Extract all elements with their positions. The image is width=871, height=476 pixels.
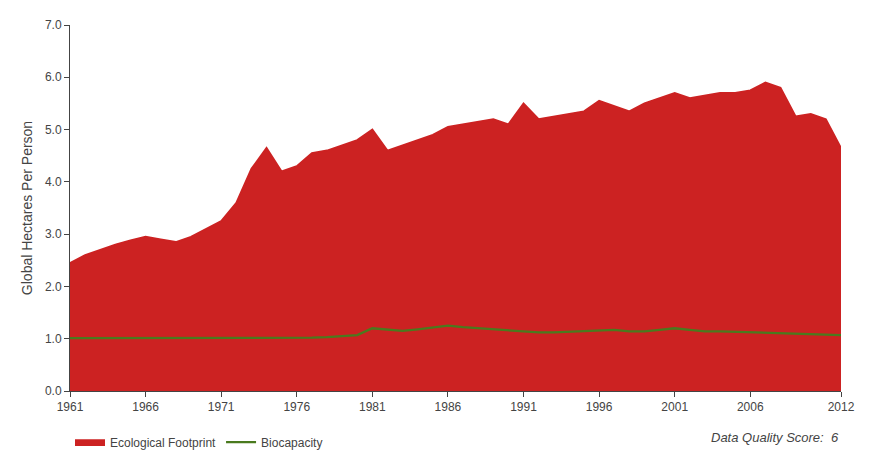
svg-text:6.0: 6.0 [45,70,62,84]
svg-text:1976: 1976 [283,400,310,414]
svg-text:1996: 1996 [586,400,613,414]
svg-text:1961: 1961 [57,400,84,414]
svg-text:Ecological Footprint: Ecological Footprint [110,436,216,450]
svg-text:1966: 1966 [132,400,159,414]
svg-text:1.0: 1.0 [45,332,62,346]
svg-text:1981: 1981 [359,400,386,414]
svg-text:Data Quality Score: 6: Data Quality Score: 6 [711,430,839,445]
svg-text:2001: 2001 [661,400,688,414]
svg-text:Global Hectares Per Person: Global Hectares Per Person [19,121,35,295]
svg-text:1986: 1986 [435,400,462,414]
svg-text:0.0: 0.0 [45,384,62,398]
svg-text:3.0: 3.0 [45,227,62,241]
svg-text:5.0: 5.0 [45,123,62,137]
svg-text:Biocapacity: Biocapacity [261,436,322,450]
svg-text:4.0: 4.0 [45,175,62,189]
svg-text:1971: 1971 [208,400,235,414]
svg-text:1991: 1991 [510,400,537,414]
svg-text:2.0: 2.0 [45,280,62,294]
svg-text:2012: 2012 [828,400,855,414]
svg-text:2006: 2006 [737,400,764,414]
svg-text:7.0: 7.0 [45,18,62,32]
